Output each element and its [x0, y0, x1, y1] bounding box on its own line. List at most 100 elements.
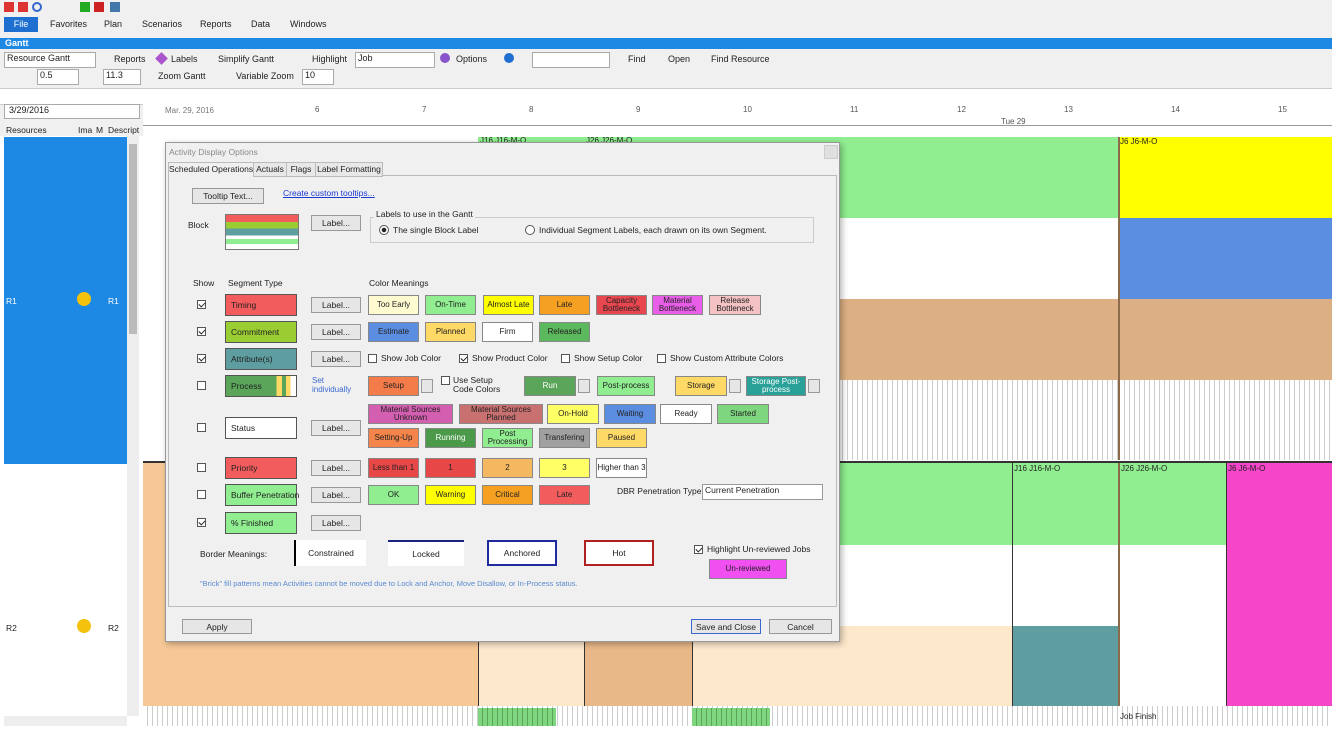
block[interactable] — [1118, 218, 1332, 299]
icon[interactable] — [94, 2, 104, 12]
tooltip-link[interactable]: Create custom tooltips... — [283, 188, 375, 198]
color-chip[interactable]: Estimate — [368, 322, 419, 342]
color-chip[interactable]: Release Bottleneck — [709, 295, 761, 315]
color-chip[interactable]: Setting-Up — [368, 428, 419, 448]
more-button[interactable] — [808, 379, 820, 393]
block[interactable] — [1118, 380, 1332, 460]
block[interactable] — [1012, 545, 1119, 626]
color-chip[interactable]: 3 — [539, 458, 590, 478]
show-checkbox[interactable] — [197, 327, 206, 336]
color-chip[interactable]: Material Sources Planned — [459, 404, 543, 424]
block[interactable] — [1118, 545, 1228, 706]
date-picker[interactable]: 3/29/2016 — [4, 104, 140, 119]
color-chip[interactable]: Almost Late — [483, 295, 534, 315]
menu-item[interactable]: Favorites — [50, 19, 88, 29]
zoom-out-input[interactable]: 11.3 — [103, 69, 141, 85]
color-chip[interactable]: Run — [524, 376, 576, 396]
color-chip[interactable]: Waiting — [604, 404, 656, 424]
color-chip[interactable]: Less than 1 — [368, 458, 419, 478]
close-button[interactable] — [824, 145, 838, 159]
labels-button[interactable]: Labels — [171, 54, 198, 64]
block[interactable] — [1118, 299, 1332, 380]
color-chip[interactable]: Storage Post-process — [746, 376, 806, 396]
attribute-checkbox[interactable] — [561, 354, 570, 363]
block[interactable] — [838, 545, 1012, 626]
highlight-select[interactable]: Job — [355, 52, 435, 68]
color-chip[interactable]: Higher than 3 — [596, 458, 647, 478]
color-chip[interactable]: On-Time — [425, 295, 476, 315]
attribute-checkbox[interactable] — [368, 354, 377, 363]
color-chip[interactable]: Ready — [660, 404, 712, 424]
color-chip[interactable]: Material Bottleneck — [652, 295, 703, 315]
find-button[interactable]: Find — [628, 54, 646, 64]
icon[interactable] — [4, 2, 14, 12]
more-button[interactable] — [578, 379, 590, 393]
save-button[interactable]: Save and Close — [691, 619, 761, 634]
variable-zoom-input[interactable]: 10 — [302, 69, 334, 85]
block[interactable] — [1226, 463, 1332, 706]
show-checkbox[interactable] — [197, 463, 206, 472]
tab[interactable]: Flags — [286, 162, 316, 177]
dbr-select[interactable]: Current Penetration — [702, 484, 823, 500]
block[interactable] — [1012, 626, 1119, 706]
label-button[interactable]: Label... — [311, 215, 361, 231]
label-button[interactable]: Label... — [311, 420, 361, 436]
options-button[interactable]: Options — [456, 54, 488, 64]
menu-item[interactable]: Windows — [290, 19, 327, 29]
color-chip[interactable]: Planned — [425, 322, 476, 342]
color-chip[interactable]: Started — [717, 404, 769, 424]
color-chip[interactable]: 1 — [425, 458, 476, 478]
color-chip[interactable]: Warning — [425, 485, 476, 505]
highlight-button[interactable]: Highlight — [312, 54, 348, 64]
tab[interactable]: Label Formatting — [315, 162, 383, 177]
highlight-checkbox[interactable] — [694, 545, 703, 554]
menu-item[interactable]: Data — [251, 19, 271, 29]
menu-item[interactable]: Reports — [200, 19, 232, 29]
color-chip[interactable]: Released — [539, 322, 590, 342]
color-chip[interactable]: Transfering — [539, 428, 590, 448]
find-resource-button[interactable]: Find Resource — [711, 54, 770, 64]
label-button[interactable]: Label... — [311, 351, 361, 367]
menu-item[interactable]: Plan — [104, 19, 123, 29]
show-checkbox[interactable] — [197, 381, 206, 390]
show-checkbox[interactable] — [197, 354, 206, 363]
more-button[interactable] — [421, 379, 433, 393]
color-chip[interactable]: Post Processing — [482, 428, 533, 448]
icon[interactable] — [80, 2, 90, 12]
color-chip[interactable]: Setup — [368, 376, 419, 396]
show-checkbox[interactable] — [197, 518, 206, 527]
simplify-button[interactable]: Simplify Gantt — [218, 54, 275, 64]
setup-code-checkbox[interactable] — [441, 376, 450, 385]
color-chip[interactable]: 2 — [482, 458, 533, 478]
color-chip[interactable]: OK — [368, 485, 419, 505]
radio[interactable] — [525, 225, 535, 235]
label-button[interactable]: Label... — [311, 460, 361, 476]
label-button[interactable]: Label... — [311, 324, 361, 340]
attribute-checkbox[interactable] — [657, 354, 666, 363]
zoom-gantt-button[interactable]: Zoom Gantt — [158, 71, 206, 81]
tooltip-button[interactable]: Tooltip Text... — [192, 188, 264, 204]
show-checkbox[interactable] — [197, 423, 206, 432]
reports-button[interactable]: Reports — [114, 54, 146, 64]
label-button[interactable]: Label... — [311, 515, 361, 531]
show-checkbox[interactable] — [197, 490, 206, 499]
icon[interactable] — [110, 2, 120, 12]
menu-item[interactable]: File — [4, 17, 38, 32]
color-chip[interactable]: Late — [539, 295, 590, 315]
search-box[interactable] — [532, 52, 610, 68]
apply-button[interactable]: Apply — [182, 619, 252, 634]
block[interactable] — [1118, 137, 1332, 218]
color-chip[interactable]: Late — [539, 485, 590, 505]
color-chip[interactable]: Critical — [482, 485, 533, 505]
label-button[interactable]: Label... — [311, 297, 361, 313]
color-chip[interactable]: Too Early — [368, 295, 419, 315]
open-button[interactable]: Open — [668, 54, 691, 64]
color-chip[interactable]: On-Hold — [547, 404, 599, 424]
show-checkbox[interactable] — [197, 300, 206, 309]
menu-item[interactable]: Scenarios — [142, 19, 183, 29]
label-button[interactable]: Label... — [311, 487, 361, 503]
color-chip[interactable]: Storage — [675, 376, 727, 396]
block[interactable] — [1012, 463, 1119, 545]
block[interactable] — [1118, 463, 1228, 545]
icon[interactable] — [18, 2, 28, 12]
